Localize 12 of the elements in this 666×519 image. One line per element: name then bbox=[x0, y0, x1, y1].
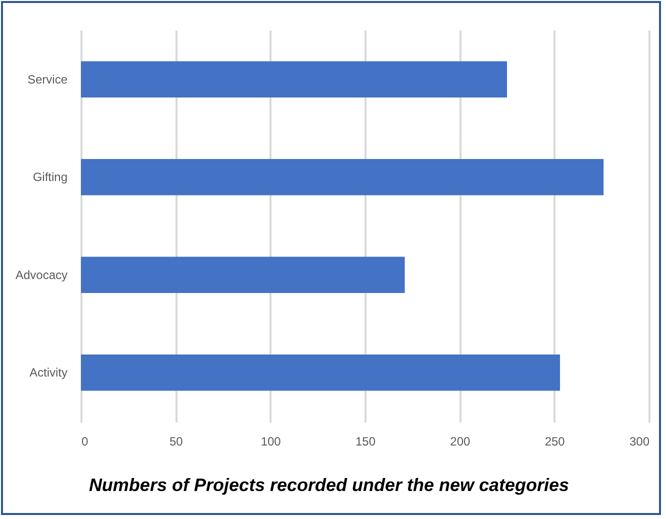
x-tick-label: 50 bbox=[169, 434, 184, 448]
x-tick-label: 150 bbox=[355, 434, 376, 448]
x-tick-label: 200 bbox=[450, 434, 470, 448]
y-tick-label: Gifting bbox=[32, 170, 68, 184]
x-tick-label: 100 bbox=[260, 434, 282, 448]
x-tick-label: 0 bbox=[82, 434, 88, 448]
x-tick-label: 300 bbox=[629, 434, 650, 448]
x-tick-label: 250 bbox=[544, 434, 566, 448]
y-tick-label: Advocacy bbox=[15, 268, 68, 282]
text: Numbers of Projects recorded under the new categories bbox=[88, 475, 570, 495]
y-tick-label: Activity bbox=[29, 366, 68, 380]
y-tick-label: Service bbox=[27, 72, 68, 86]
